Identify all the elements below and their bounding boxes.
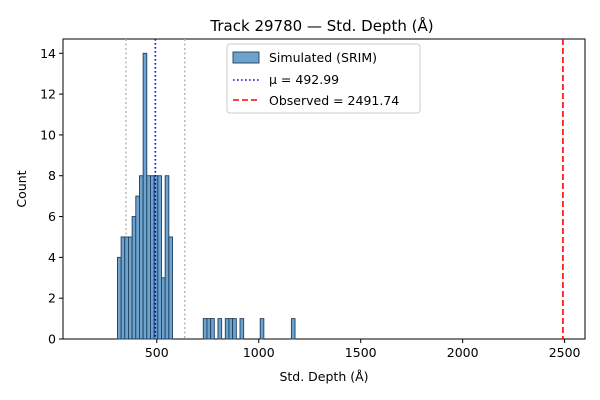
histogram-bar-18 (217, 318, 223, 340)
histogram-bars (116, 52, 296, 340)
x-tick-label-4: 2500 (549, 345, 581, 360)
histogram-bar-20 (228, 318, 234, 340)
histogram-bar-8 (146, 175, 151, 340)
y-tick-label-0: 0 (48, 332, 56, 347)
legend-label-simulated: Simulated (SRIM) (269, 50, 377, 65)
histogram-bar-19 (224, 318, 230, 340)
plot-frame (62, 38, 586, 340)
legend-swatch-simulated (232, 51, 260, 64)
histogram-bar-23 (259, 318, 265, 340)
y-tick-label-2: 4 (48, 250, 56, 265)
histogram-bar-22 (239, 318, 245, 340)
sigma-lines (125, 39, 186, 339)
x-axis: 500 1000 1500 2000 2500 (145, 339, 581, 360)
reference-lines (154, 39, 564, 339)
histogram-bar-12 (161, 277, 166, 340)
x-tick-label-3: 2000 (447, 345, 479, 360)
histogram-bar-7 (142, 52, 148, 340)
x-tick-label-2: 1500 (345, 345, 377, 360)
histogram-bar-16 (206, 318, 212, 340)
plot-area (62, 38, 586, 340)
histogram-bar-21 (232, 318, 237, 340)
chart-title: Track 29780 — Std. Depth (Å) (209, 16, 433, 35)
y-tick-label-7: 14 (40, 46, 56, 61)
histogram-bar-17 (210, 318, 215, 340)
histogram-bar-15 (202, 318, 208, 340)
histogram-bar-6 (139, 175, 144, 340)
histogram-bar-0 (116, 256, 122, 340)
y-tick-label-4: 8 (48, 168, 56, 183)
x-tick-label-0: 500 (145, 345, 169, 360)
y-axis-label: Count (14, 170, 29, 207)
legend-frame (226, 43, 421, 114)
legend-label-observed: Observed = 2491.74 (269, 93, 399, 108)
x-axis-label: Std. Depth (Å) (279, 369, 368, 384)
y-tick-label-5: 10 (40, 127, 56, 142)
histogram-bar-4 (131, 216, 137, 340)
y-tick-label-6: 12 (40, 87, 56, 102)
y-tick-label-1: 2 (48, 291, 56, 306)
legend: Simulated (SRIM) μ = 492.99 Observed = 2… (226, 43, 421, 114)
legend-label-mean: μ = 492.99 (269, 72, 339, 87)
histogram-bar-1 (120, 236, 126, 340)
y-tick-label-3: 6 (48, 209, 56, 224)
histogram-bar-13 (164, 175, 170, 340)
histogram-bar-14 (168, 236, 173, 340)
x-tick-label-1: 1000 (243, 345, 275, 360)
histogram-bar-5 (135, 195, 140, 340)
histogram-bar-3 (128, 236, 133, 340)
y-axis: 0 2 4 6 8 10 12 14 (40, 46, 63, 347)
histogram-bar-9 (150, 175, 155, 340)
histogram-bar-24 (290, 318, 296, 340)
histogram-bar-11 (157, 175, 162, 340)
histogram-bar-2 (124, 236, 129, 340)
